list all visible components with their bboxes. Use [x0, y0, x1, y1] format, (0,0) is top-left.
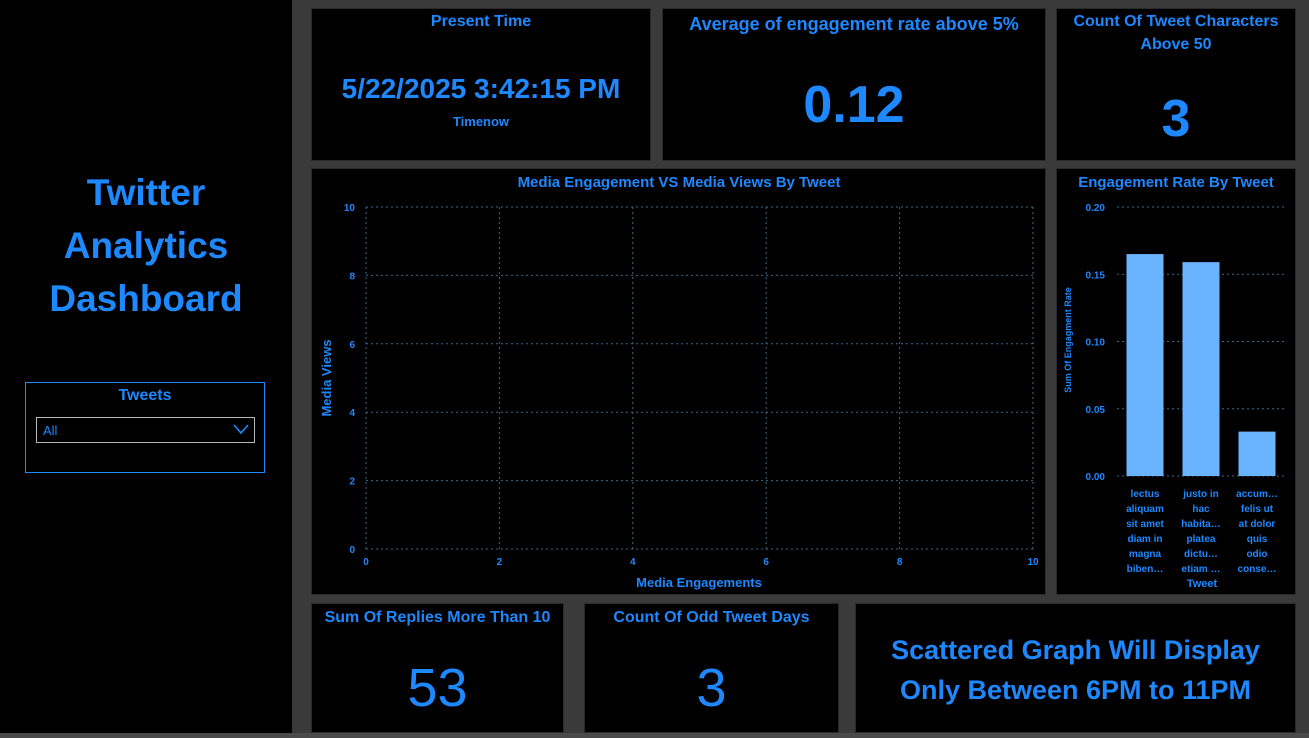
title-line: Analytics	[63, 225, 229, 266]
bar-chart-card: Engagement Rate By Tweet Sum Of Engagmen…	[1056, 168, 1296, 595]
odd-days-card: Count Of Odd Tweet Days 3	[584, 603, 839, 733]
scatter-note-line2: Only Between 6PM to 11PM	[899, 675, 1252, 705]
y-tick-label: 10	[344, 203, 356, 214]
card-subtitle: Timenow	[452, 114, 510, 129]
x-tick-label: 10	[1027, 557, 1039, 568]
x-tick-label: aliquam	[1126, 504, 1164, 515]
y-tick-label: 0.10	[1086, 338, 1106, 349]
chevron-down-icon	[233, 424, 249, 435]
x-tick-label: felis ut	[1241, 504, 1274, 515]
x-axis-label: Tweet	[1187, 578, 1218, 590]
x-tick-label: accum…	[1236, 489, 1278, 500]
title-line: Twitter	[86, 172, 206, 213]
tweets-slicer: Tweets All	[25, 382, 265, 473]
scatter-chart: Media Engagement VS Media Views By Tweet…	[319, 174, 1039, 590]
scatter-note-card: Scattered Graph Will Display Only Betwee…	[855, 603, 1296, 733]
x-tick-label: habita…	[1181, 519, 1220, 530]
bar	[1182, 262, 1220, 476]
x-tick-label: at dolor	[1239, 519, 1276, 530]
card-title: Sum Of Replies More Than 10	[324, 609, 551, 626]
bottom-divider	[0, 733, 1309, 738]
x-tick-label: dictu…	[1184, 549, 1218, 560]
card-title-line2: Above 50	[1140, 36, 1212, 53]
replies-value: 53	[407, 658, 468, 718]
y-tick-label: 4	[349, 408, 355, 419]
bar	[1126, 254, 1164, 476]
x-tick-label: conse…	[1238, 564, 1277, 575]
dropdown-value: All	[43, 423, 58, 438]
x-tick-label: biben…	[1127, 564, 1164, 575]
slicer-title: Tweets	[118, 387, 172, 404]
tweet-chars-value: 3	[1161, 90, 1191, 148]
x-tick-label: 2	[497, 557, 503, 568]
bar-chart: Engagement Rate By Tweet Sum Of Engagmen…	[1063, 174, 1285, 590]
y-tick-label: 0.00	[1086, 472, 1106, 483]
x-tick-label: hac	[1192, 504, 1210, 515]
card-title: Count Of Odd Tweet Days	[613, 609, 810, 626]
scatter-chart-card: Media Engagement VS Media Views By Tweet…	[311, 168, 1046, 595]
card-title: Count Of Tweet Characters	[1073, 13, 1279, 30]
y-tick-label: 2	[349, 477, 355, 488]
x-tick-label: 4	[630, 557, 636, 568]
card-title: Present Time	[430, 13, 532, 30]
x-tick-label: etiam …	[1182, 564, 1221, 575]
y-tick-label: 0.05	[1086, 405, 1106, 416]
avg-engagement-value: 0.12	[803, 76, 905, 134]
x-tick-label: 8	[897, 557, 903, 568]
bar	[1238, 431, 1276, 476]
odd-days-value: 3	[696, 658, 727, 718]
present-time-value: 5/22/2025 3:42:15 PM	[341, 73, 621, 104]
chart-title: Media Engagement VS Media Views By Tweet	[518, 174, 841, 191]
y-tick-label: 0	[349, 545, 355, 556]
x-tick-label: sit amet	[1126, 519, 1164, 530]
x-tick-label: justo in	[1182, 489, 1219, 500]
x-tick-label: lectus	[1131, 489, 1160, 500]
present-time-card: Present Time 5/22/2025 3:42:15 PM Timeno…	[311, 8, 651, 161]
chart-title: Engagement Rate By Tweet	[1078, 174, 1274, 191]
y-axis-label: Sum Of Engagment Rate	[1063, 287, 1073, 393]
y-tick-label: 0.15	[1086, 270, 1106, 281]
x-tick-label: quis	[1247, 534, 1268, 545]
x-tick-label: 6	[763, 557, 769, 568]
x-axis-label: Media Engagements	[636, 575, 762, 590]
scatter-grid: 0 2 4 6 8 10 0 2 4 6 8 10	[344, 203, 1039, 568]
x-tick-label: odio	[1246, 549, 1267, 560]
y-tick-label: 8	[349, 271, 355, 282]
sidebar: Twitter Analytics Dashboard Tweets All	[0, 0, 292, 738]
scatter-note-line1: Scattered Graph Will Display	[891, 635, 1260, 665]
x-tick-label: diam in	[1127, 534, 1162, 545]
x-tick-label: platea	[1187, 534, 1216, 545]
y-tick-label: 6	[349, 340, 355, 351]
y-axis-label: Media Views	[319, 339, 334, 416]
tweets-dropdown[interactable]: All	[36, 417, 255, 443]
title-line: Dashboard	[49, 278, 243, 319]
avg-engagement-card: Average of engagement rate above 5% 0.12	[662, 8, 1046, 161]
x-tick-label: magna	[1129, 549, 1162, 560]
bar-marks: lectus aliquam sit amet diam in magna biben… j…	[1126, 254, 1278, 575]
dashboard-title: Twitter Analytics Dashboard	[0, 166, 292, 325]
x-tick-label: 0	[363, 557, 369, 568]
tweet-chars-card: Count Of Tweet Characters Above 50 3	[1056, 8, 1296, 161]
replies-card: Sum Of Replies More Than 10 53	[311, 603, 564, 733]
card-title: Average of engagement rate above 5%	[689, 14, 1019, 34]
y-tick-label: 0.20	[1086, 203, 1106, 214]
